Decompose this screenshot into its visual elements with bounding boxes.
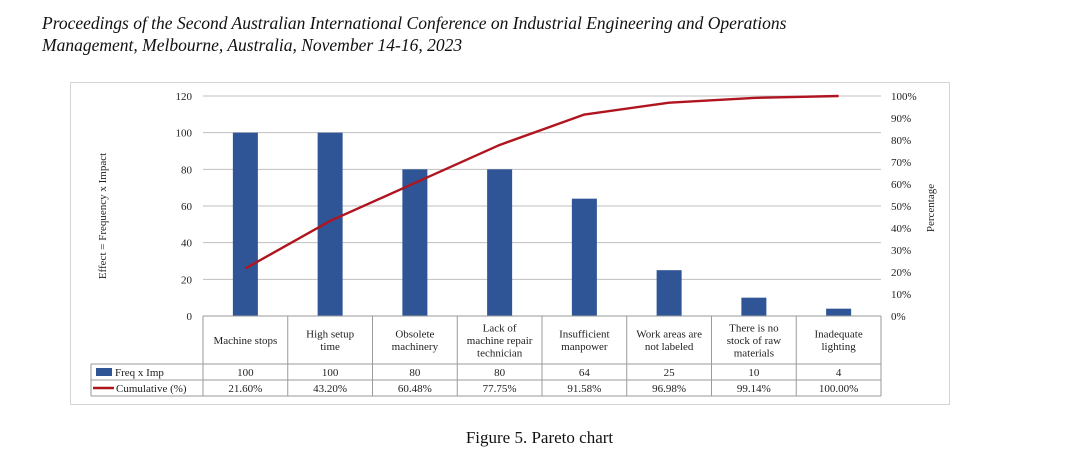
y2-tick-label: 100% xyxy=(891,91,917,103)
bar xyxy=(571,198,597,316)
table-value-freq: 4 xyxy=(836,367,842,379)
table-value-cumulative: 21.60% xyxy=(228,383,262,395)
y-tick-label: 60 xyxy=(181,201,193,213)
x-category-label: machinery xyxy=(392,341,439,353)
x-category-label: machine repair xyxy=(467,335,533,347)
x-category-label: materials xyxy=(734,347,774,359)
y2-tick-label: 50% xyxy=(891,201,911,213)
bar xyxy=(317,132,343,316)
cumulative-line xyxy=(244,94,839,270)
x-category-label: Insufficient xyxy=(559,329,610,341)
bar xyxy=(826,308,852,316)
x-category-label: Lack of xyxy=(483,322,517,334)
bar xyxy=(402,169,428,316)
x-category-label: technician xyxy=(477,347,523,359)
legend-label-bar: Freq x Imp xyxy=(115,367,164,379)
y-tick-label: 40 xyxy=(181,238,193,250)
table-value-freq: 80 xyxy=(409,367,421,379)
table-value-cumulative: 43.20% xyxy=(313,383,347,395)
legend-key-bar xyxy=(96,368,112,376)
y2-tick-label: 0% xyxy=(891,311,906,323)
y-tick-label: 100 xyxy=(176,128,193,140)
y-tick-label: 20 xyxy=(181,274,193,286)
table-value-freq: 100 xyxy=(237,367,254,379)
legend-label-line: Cumulative (%) xyxy=(116,383,187,395)
table-value-cumulative: 91.58% xyxy=(567,383,601,395)
x-category-label: time xyxy=(320,341,340,353)
bar xyxy=(656,270,682,316)
y2-tick-label: 30% xyxy=(891,245,911,257)
header-line-1: Proceedings of the Second Australian Int… xyxy=(42,13,787,33)
table-value-cumulative: 60.48% xyxy=(398,383,432,395)
table-value-cumulative: 100.00% xyxy=(819,383,858,395)
x-category-label: stock of raw xyxy=(727,335,781,347)
y2-tick-label: 40% xyxy=(891,223,911,235)
figure-caption: Figure 5. Pareto chart xyxy=(465,428,614,447)
y2-tick-label: 90% xyxy=(891,113,911,125)
table-value-cumulative: 77.75% xyxy=(483,383,517,395)
x-category-label: manpower xyxy=(561,341,608,353)
y2-axis-label: Percentage xyxy=(925,184,937,232)
table-value-freq: 64 xyxy=(579,367,591,379)
x-category-label: Obsolete xyxy=(395,329,434,341)
table-value-cumulative: 96.98% xyxy=(652,383,686,395)
header-line-2: Management, Melbourne, Australia, Novemb… xyxy=(42,35,463,55)
x-category-label: Work areas are xyxy=(636,329,702,341)
y2-tick-label: 70% xyxy=(891,157,911,169)
table-value-freq: 10 xyxy=(748,367,760,379)
y2-tick-label: 60% xyxy=(891,179,911,191)
y2-tick-label: 10% xyxy=(891,289,911,301)
y-axis-label: Effect = Frequency x Impact xyxy=(97,153,109,279)
bar xyxy=(487,169,513,316)
table-value-freq: 100 xyxy=(322,367,339,379)
y-tick-label: 80 xyxy=(181,164,193,176)
bar xyxy=(232,132,258,316)
x-category-label: Machine stops xyxy=(213,335,277,347)
y-tick-label: 120 xyxy=(176,91,193,103)
x-category-label: lighting xyxy=(822,341,857,353)
y2-tick-label: 20% xyxy=(891,267,911,279)
x-category-label: not labeled xyxy=(645,341,694,353)
table-value-freq: 25 xyxy=(664,367,676,379)
table-value-cumulative: 99.14% xyxy=(737,383,771,395)
proceedings-header: Proceedings of the Second Australian Int… xyxy=(42,12,786,56)
chart-frame xyxy=(70,82,950,405)
y-tick-label: 0 xyxy=(187,311,193,323)
x-category-label: There is no xyxy=(729,322,779,334)
x-category-label: High setup xyxy=(306,329,354,341)
bar xyxy=(741,297,767,316)
x-category-label: Inadequate xyxy=(815,329,863,341)
table-value-freq: 80 xyxy=(494,367,506,379)
y2-tick-label: 80% xyxy=(891,135,911,147)
